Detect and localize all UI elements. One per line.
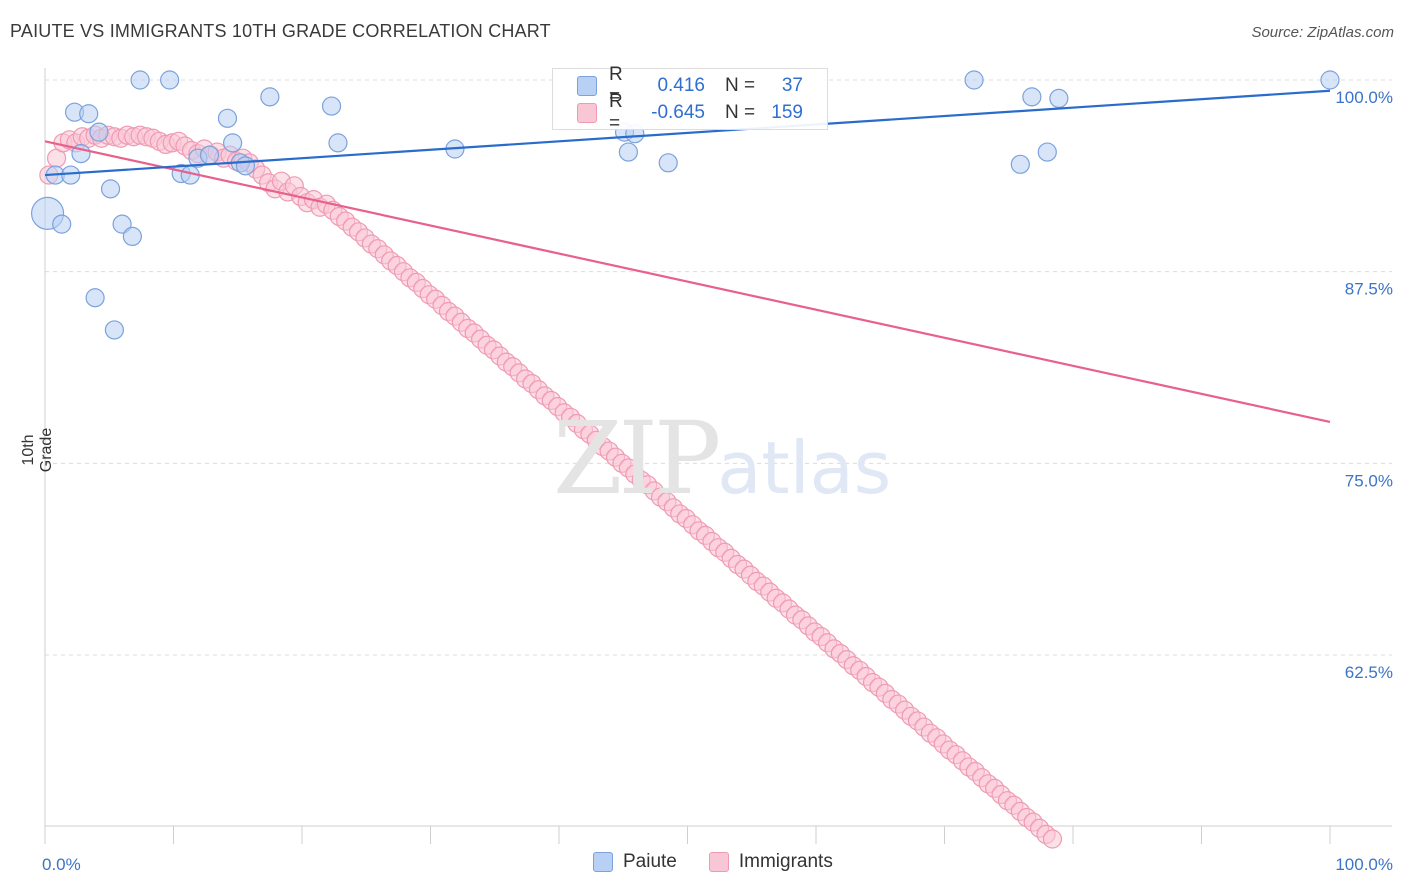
n-value-immigrants: 159	[771, 102, 803, 123]
series-legend: Paiute Immigrants	[593, 851, 865, 873]
y-tick-label: 87.5%	[1345, 280, 1393, 299]
paiute-point	[217, 108, 238, 128]
paiute-point	[199, 145, 220, 165]
n-value-paiute: 37	[781, 75, 803, 96]
y-tick-label: 100.0%	[1335, 88, 1393, 107]
stats-legend: R = 0.416 N = 37 R = -0.645 N = 159	[552, 64, 828, 134]
paiute-point	[79, 104, 99, 124]
paiute-point	[321, 96, 342, 116]
y-axis-label: 10th Grade	[20, 427, 55, 473]
watermark: ZIPatlas	[553, 400, 892, 517]
paiute-point	[235, 156, 256, 176]
legend-row-paiute: R = 0.416 N = 37	[577, 64, 803, 107]
r-value-paiute: 0.416	[657, 75, 705, 96]
x-tick-label-min: 0.0%	[42, 855, 81, 874]
paiute-point	[1037, 142, 1057, 162]
r-value-immigrants: -0.645	[651, 102, 705, 123]
source-label: Source: ZipAtlas.com	[1251, 24, 1394, 41]
paiute-point	[658, 153, 678, 173]
immigrants-point	[1042, 829, 1063, 849]
n-label: N =	[725, 102, 756, 123]
paiute-swatch	[593, 852, 613, 872]
paiute-point	[1022, 87, 1042, 107]
paiute-point	[260, 87, 280, 107]
paiute-point	[618, 142, 638, 162]
paiute-point	[104, 320, 124, 340]
paiute-point	[964, 70, 984, 90]
paiute-point	[130, 70, 150, 90]
paiute-point	[122, 226, 142, 246]
n-label: N =	[725, 75, 756, 96]
y-tick-label: 62.5%	[1345, 663, 1393, 682]
paiute-trend-line	[44, 89, 1331, 177]
paiute-point	[1010, 154, 1030, 174]
r-label: R =	[609, 64, 623, 107]
paiute-point	[61, 165, 81, 185]
paiute-point	[89, 122, 109, 142]
chart-title: PAIUTE VS IMMIGRANTS 10TH GRADE CORRELAT…	[10, 21, 551, 41]
paiute-swatch	[577, 76, 597, 96]
paiute-point	[223, 133, 243, 153]
y-tick-label: 75.0%	[1345, 471, 1393, 490]
legend-label-paiute: Paiute	[623, 851, 677, 872]
paiute-point	[100, 179, 121, 199]
immigrants-swatch	[708, 852, 729, 872]
legend-item-immigrants[interactable]: Immigrants	[708, 851, 833, 873]
paiute-point	[52, 214, 72, 234]
legend-label-immigrants: Immigrants	[738, 851, 833, 872]
paiute-point	[328, 133, 348, 153]
paiute-point	[1049, 88, 1069, 109]
r-label: R =	[609, 91, 623, 134]
paiute-point	[1320, 70, 1340, 90]
x-tick-label-max: 100.0%	[1335, 855, 1393, 874]
immigrants-swatch	[577, 103, 597, 123]
paiute-point	[85, 288, 105, 308]
legend-item-paiute[interactable]: Paiute	[593, 851, 677, 873]
paiute-point	[112, 214, 132, 234]
paiute-point	[160, 70, 180, 90]
legend-row-immigrants: R = -0.645 N = 159	[577, 91, 803, 134]
immigrants-trend-line	[44, 140, 1331, 424]
